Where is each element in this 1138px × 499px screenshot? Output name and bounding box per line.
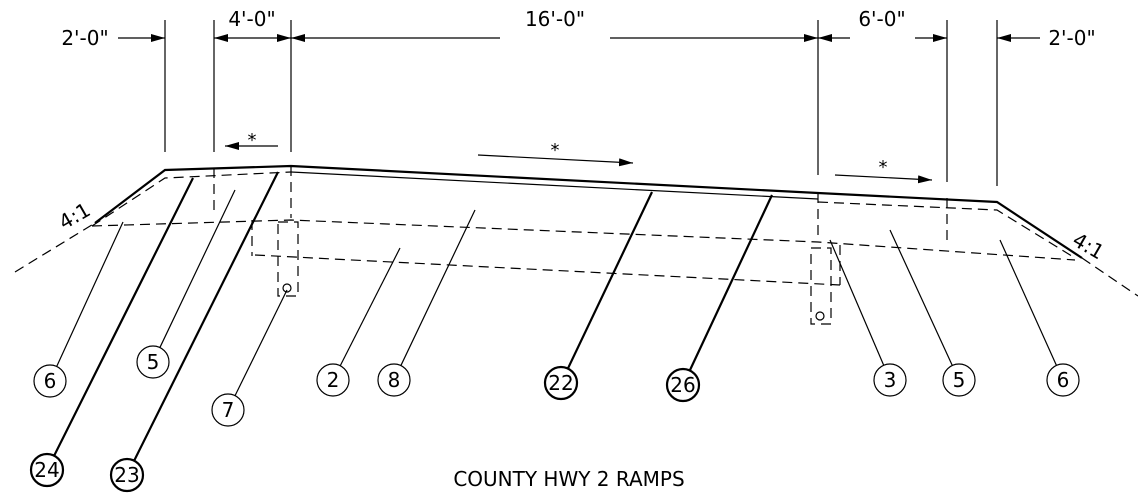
callout-circle <box>873 363 907 397</box>
slope-label: 4:1 <box>1069 227 1109 264</box>
dimension-label: 4'-0" <box>228 7 275 31</box>
subgrade-line <box>817 201 1076 259</box>
callout-circle <box>543 365 579 401</box>
leader-line <box>566 191 653 370</box>
callout-label: 8 <box>388 368 401 392</box>
pavement-surface-lower <box>290 171 819 200</box>
callout-circle <box>377 363 411 397</box>
leader-line <box>53 177 194 457</box>
slope-arrow <box>834 174 933 184</box>
callout-circle <box>316 363 350 397</box>
slope-mark: * <box>879 157 888 178</box>
slope-extension <box>1081 257 1138 297</box>
dimension-label: 2'-0" <box>1048 26 1095 50</box>
drawing-title: COUNTY HWY 2 RAMPS <box>453 467 684 491</box>
callout-label: 2 <box>327 368 340 392</box>
extension-lines <box>164 20 998 186</box>
callout-circle <box>942 363 976 397</box>
callout-label: 5 <box>147 350 160 374</box>
callout-circle <box>33 364 67 398</box>
drain-trench <box>810 247 832 325</box>
drain-pipe <box>282 283 292 293</box>
callout-label: 6 <box>44 369 57 393</box>
leader-line <box>133 171 279 462</box>
base-line <box>91 219 1076 261</box>
callout-label: 6 <box>1057 368 1070 392</box>
leader-line <box>400 209 476 366</box>
pavement-surface <box>94 164 1083 259</box>
callouts: 6 5 7 2 8 22 26 3 5 6 24 23 <box>29 171 1080 493</box>
dimension-label: 16'-0" <box>525 7 585 31</box>
leader-line <box>159 189 236 348</box>
drain-pipe <box>815 311 825 321</box>
leader-line <box>688 194 773 371</box>
leader-line <box>56 221 124 367</box>
slope-arrow <box>477 154 634 167</box>
callout-label: 23 <box>114 463 139 487</box>
callout-circle <box>1046 363 1080 397</box>
slope-mark: * <box>551 140 560 161</box>
callout-label: 5 <box>953 368 966 392</box>
joint-ticks <box>213 166 948 246</box>
callout-circle <box>29 452 65 488</box>
callout-label: 24 <box>34 458 59 482</box>
callout-label: 3 <box>884 368 897 392</box>
callout-circle <box>136 345 170 379</box>
callout-label: 7 <box>222 398 235 422</box>
slope-extension <box>14 222 96 273</box>
callout-circle <box>109 457 145 493</box>
subgrade-line <box>91 171 292 227</box>
leader-line <box>234 289 288 396</box>
leader-line <box>829 239 885 366</box>
base-bottom <box>254 254 841 286</box>
dimension-label: 6'-0" <box>858 7 905 31</box>
callout-circle <box>211 393 245 427</box>
callout-label: 22 <box>548 371 573 395</box>
slope-mark: * <box>248 130 257 151</box>
leader-line <box>999 239 1057 366</box>
leader-line <box>889 229 953 366</box>
leader-line <box>339 247 401 367</box>
slope-label: 4:1 <box>55 197 95 234</box>
drain-trench <box>277 221 299 297</box>
callout-label: 26 <box>670 373 695 397</box>
dimension-label: 2'-0" <box>61 26 108 50</box>
callout-circle <box>665 367 701 403</box>
